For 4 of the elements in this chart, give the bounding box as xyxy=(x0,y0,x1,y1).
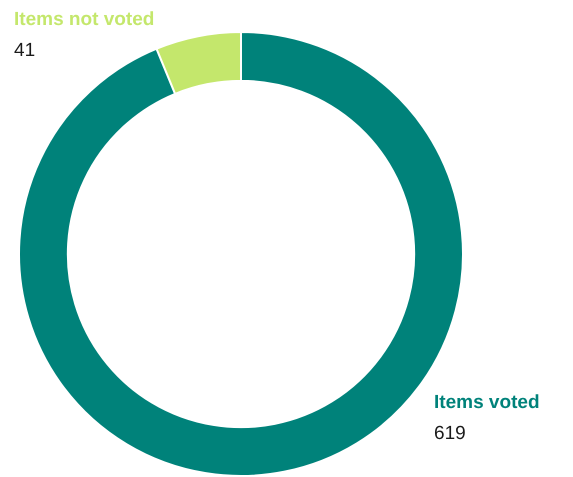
slice-label: Items not voted xyxy=(14,9,154,30)
slice-label: Items voted xyxy=(434,392,540,414)
data-label: 41 xyxy=(14,40,36,62)
data-label: 619 xyxy=(434,423,466,444)
